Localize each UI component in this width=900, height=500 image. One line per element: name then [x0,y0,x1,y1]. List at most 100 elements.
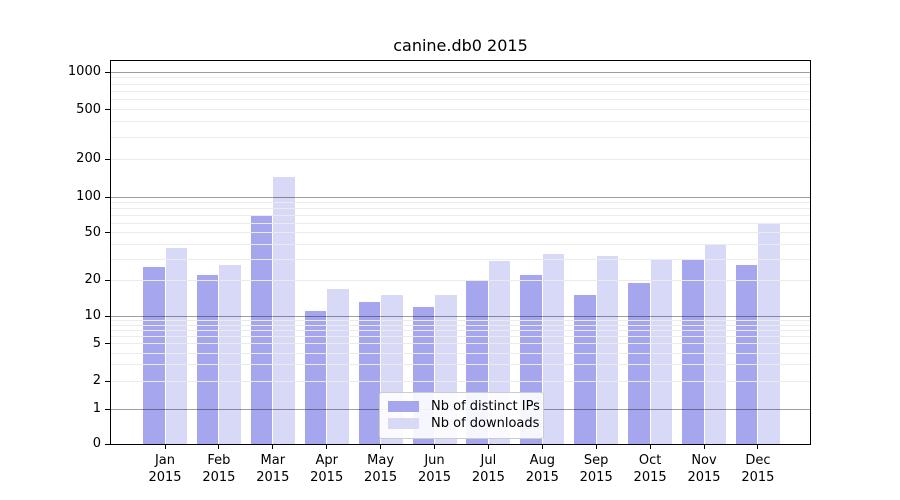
bar-downloads [273,176,295,444]
bar-downloads [596,255,619,444]
x-tick-label: Jul 2015 [471,453,505,485]
x-tick [434,445,435,449]
legend-label-distinct-ips: Nb of distinct IPs [431,399,540,414]
bar-downloads [327,288,349,444]
bar-downloads [219,264,241,444]
x-tick [380,445,382,449]
y-gridline-major [111,71,810,73]
x-tick [164,445,166,449]
y-tick-label: 20 [84,272,101,288]
x-tick [757,445,759,449]
bar-distinct-ips [143,266,165,444]
y-gridline-minor [111,352,810,354]
y-tick [105,343,110,345]
y-gridline-minor [111,109,810,111]
y-gridline-minor [111,336,810,338]
y-gridline-minor [111,380,810,382]
y-tick [105,232,110,234]
y-tick-label: 1 [92,401,101,416]
plot-area: Jan 2015 Feb 2015 Mar 2015 Apr 2015 May 2015… [68,60,811,485]
y-tick [105,71,110,73]
y-tick [105,109,110,111]
y-tick [105,443,110,445]
y-tick [105,158,110,160]
x-tick-label: Sep 2015 [579,453,613,485]
y-gridline-minor [111,77,810,79]
legend-item-downloads: Nb of downloads [380,415,543,432]
x-tick-label: Jan 2015 [148,453,182,485]
legend: Nb of distinct IPs Nb of downloads [379,392,544,439]
bar-distinct-ips [628,282,650,444]
x-tick [218,445,220,449]
y-gridline-minor [111,121,810,123]
y-gridline-minor [111,99,810,101]
y-gridline-major [111,315,810,317]
chart-title: canine.db0 2015 [393,36,528,55]
x-tick [272,445,274,449]
x-tick [487,445,489,449]
y-tick-label: 500 [76,101,101,117]
y-tick [105,380,110,382]
x-tick-label: Mar 2015 [256,453,290,485]
legend-swatch-distinct-ips [388,401,419,412]
y-gridline-minor [111,201,810,203]
x-tick-label: Nov 2015 [687,453,721,485]
bar-distinct-ips [304,311,327,444]
y-gridline-minor [111,324,810,326]
y-gridline-minor [111,243,810,245]
legend-item-distinct-ips: Nb of distinct IPs [380,398,543,415]
x-tick-label: May 2015 [364,453,398,485]
bar-distinct-ips [358,302,381,444]
bar-downloads [650,259,673,444]
y-gridline-minor [111,208,810,210]
y-gridline-minor [111,214,810,216]
x-tick-label: Oct 2015 [633,453,667,485]
bar-downloads [542,254,565,444]
x-tick-label: Feb 2015 [202,453,236,485]
y-gridline-minor [111,279,810,281]
y-tick-label: 10 [84,308,101,323]
y-gridline-minor [111,158,810,160]
bar-distinct-ips [735,264,758,444]
x-tick [326,445,328,449]
y-gridline-minor [111,319,810,321]
y-tick-label: 5 [92,335,101,351]
x-tick-label: Apr 2015 [310,453,344,485]
y-tick [105,279,110,281]
x-tick-label: Dec 2015 [741,453,775,485]
y-gridline-minor [111,83,810,85]
x-tick [595,445,597,449]
legend-label-downloads: Nb of downloads [431,416,540,431]
x-tick-label: Aug 2015 [525,453,559,485]
bar-distinct-ips [574,295,596,444]
bar-distinct-ips [196,275,219,444]
y-tick-label: 2 [92,373,101,388]
y-gridline-minor [111,232,810,234]
x-tick [649,445,651,449]
y-tick-label: 100 [76,189,101,204]
y-tick [105,315,110,317]
y-tick [105,196,110,198]
bar-distinct-ips [682,259,704,444]
y-gridline-major [111,196,810,198]
y-gridline-minor [111,258,810,260]
bar-downloads [165,248,187,444]
y-gridline-minor [111,90,810,92]
y-gridline-minor [111,329,810,331]
x-tick [541,445,543,449]
y-tick-label: 50 [84,224,101,240]
x-tick-label: Jun 2015 [417,453,452,485]
legend-swatch-downloads [388,418,419,429]
bar-distinct-ips [250,215,273,444]
y-gridline-minor [111,343,810,345]
y-tick [105,408,110,410]
y-tick-label: 200 [76,151,101,167]
x-tick [703,445,705,449]
y-tick-label: 0 [92,436,101,451]
y-gridline-minor [111,364,810,366]
bar-downloads [758,222,780,444]
y-gridline-minor [111,222,810,224]
y-gridline-minor [111,136,810,138]
y-tick-label: 1000 [67,64,101,79]
